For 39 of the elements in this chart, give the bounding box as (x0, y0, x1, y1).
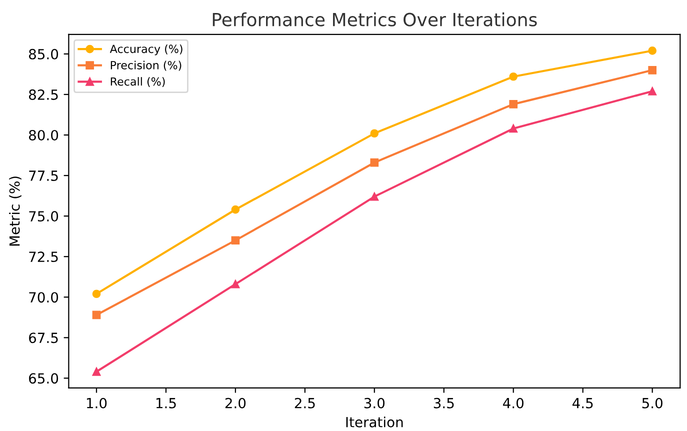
y-tick-label: 72.5 (29, 252, 58, 262)
point (509, 100, 518, 108)
y-tick-label: 85.0 (28, 48, 58, 60)
point (92, 310, 101, 320)
point (370, 129, 379, 138)
x-tick-label: 2.0 (225, 398, 246, 408)
y-tick-label: 70.0 (29, 292, 58, 303)
legend-label: Accuracy (%) (110, 44, 182, 56)
y-tick-label: 75.0 (29, 211, 58, 222)
point (92, 290, 101, 298)
x-tick-label: 5.0 (642, 398, 662, 408)
point (509, 72, 518, 81)
y-tick-label: 80.0 (28, 130, 58, 140)
y-tick-label: 77.5 (29, 170, 58, 181)
x-tick-label: 4.0 (503, 398, 524, 408)
point (231, 236, 240, 245)
x-tick-label: 3.5 (434, 398, 454, 408)
chart-title: Performance Metrics Over Iterations (212, 12, 537, 26)
x-tick-label: 2.5 (294, 398, 315, 408)
x-axis-title: Iteration (346, 416, 403, 428)
x-tick-label: 4.5 (572, 398, 593, 408)
x-tick-label: 3.0 (364, 398, 385, 408)
x-tick-label: 1.5 (156, 398, 176, 408)
point (648, 46, 657, 55)
point (231, 280, 240, 288)
legend-label: Precision (%) (110, 60, 182, 71)
point (648, 66, 657, 74)
y-axis-title: Metric (%) (9, 176, 22, 246)
x-tick-label: 1.0 (86, 398, 107, 408)
legend-label: Recall (%) (110, 77, 165, 88)
y-tick-label: 67.5 (29, 332, 58, 344)
point (648, 87, 657, 96)
y-tick-label: 82.5 (28, 89, 58, 100)
point (92, 368, 101, 376)
point (509, 124, 518, 133)
point (231, 205, 240, 214)
point (370, 158, 379, 167)
point (370, 192, 379, 201)
y-tick-label: 65.0 (29, 373, 58, 384)
